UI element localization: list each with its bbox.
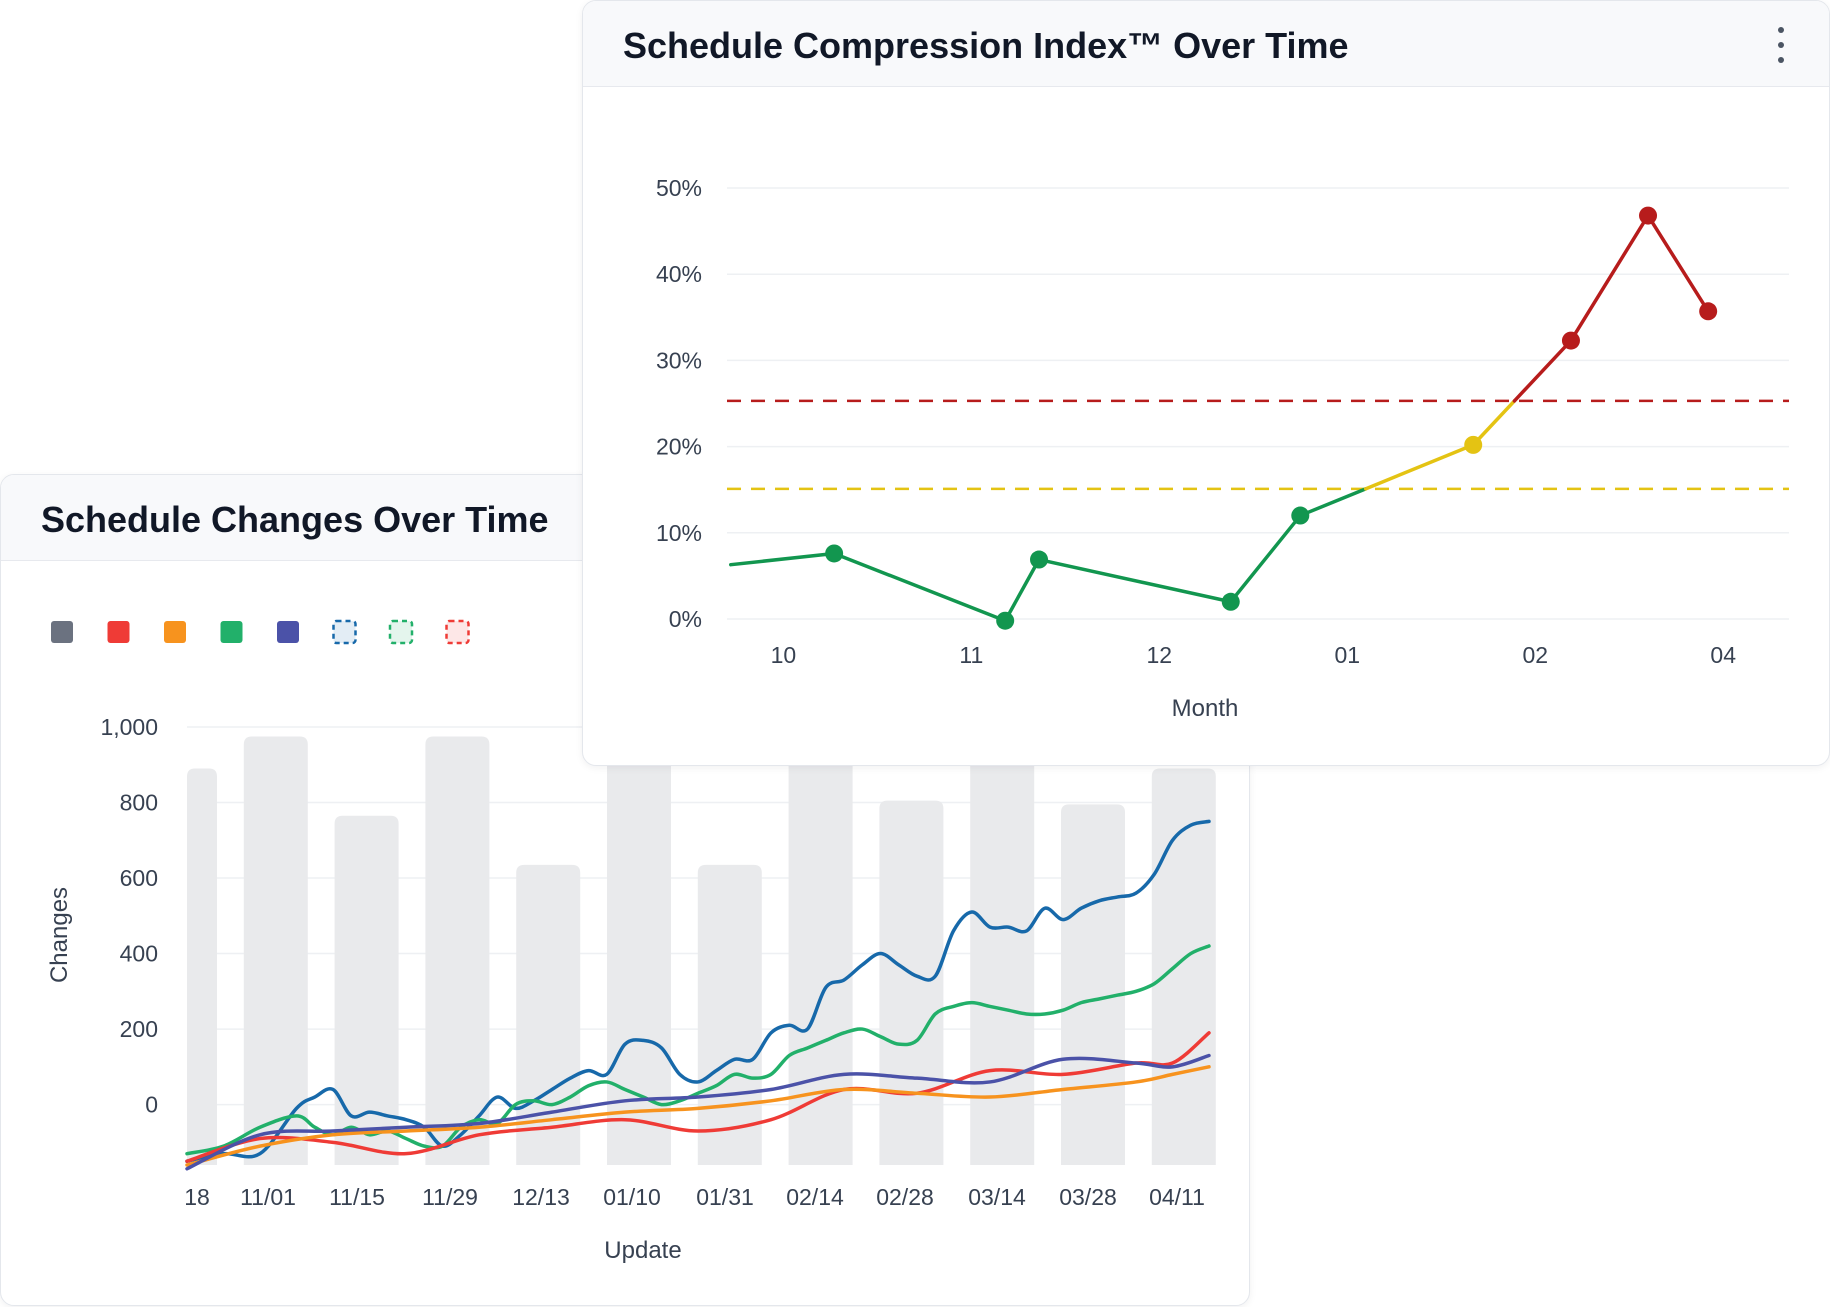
y-tick-label: 200: [120, 1016, 158, 1042]
series-line-segment: [1471, 399, 1517, 447]
x-tick-label: 11/01: [240, 1184, 296, 1210]
x-tick-label: 01: [1334, 642, 1360, 668]
bar: [697, 864, 762, 1165]
y-tick-label: 1,000: [100, 714, 158, 740]
x-tick-label: 02: [1522, 642, 1548, 668]
x-tick-label: 04: [1710, 642, 1736, 668]
data-point: [1030, 550, 1049, 569]
bar: [788, 740, 853, 1165]
schedule-compression-chart: 0% 10% 20% 30% 40% 50% 10 11 12 01 02 04 Month: [656, 175, 1789, 722]
bar: [334, 815, 399, 1165]
legend-swatch: [277, 621, 299, 643]
y-axis-title: Changes: [46, 887, 73, 983]
x-axis-title: Month: [1172, 695, 1239, 722]
legend-swatch: [51, 621, 73, 643]
legend-swatch: [107, 621, 130, 643]
series-line-segment: [1003, 557, 1041, 623]
series-line: [185, 819, 1211, 1163]
x-tick-label: 10: [771, 642, 797, 668]
x-tick-label: 03/14: [968, 1184, 1026, 1210]
schedule-changes-chart: 0 200 400 600 800 1,000 18 11/01 11/15 11/29 12/13…: [46, 619, 1216, 1264]
legend-swatch: [164, 621, 186, 643]
compression-card-header: Schedule Compression Index™ Over Time: [583, 1, 1829, 87]
data-point: [1221, 592, 1240, 611]
x-tick-label: 01/31: [696, 1184, 754, 1210]
legend-swatch: [220, 621, 243, 643]
changes-card-title: Schedule Changes Over Time: [41, 499, 549, 540]
legend: [51, 619, 470, 645]
series-line-segment: [1646, 213, 1710, 314]
bar: [243, 736, 308, 1165]
x-tick-label: 01/10: [603, 1184, 661, 1210]
legend-swatch: [445, 619, 470, 645]
series-line-segment: [729, 551, 836, 567]
bar: [425, 736, 490, 1165]
y-tick-label: 0: [145, 1092, 158, 1118]
y-tick-label: 800: [120, 790, 158, 816]
series-line-segment: [1569, 213, 1650, 343]
x-tick-label: 11/29: [422, 1184, 478, 1210]
y-tick-label: 600: [120, 865, 158, 891]
y-tick-label: 400: [120, 941, 158, 967]
y-tick-label: 10%: [656, 520, 702, 546]
schedule-compression-card: Schedule Compression Index™ Over Time 0%…: [582, 0, 1830, 766]
x-tick-label: 11: [959, 642, 983, 668]
x-tick-label: 12/13: [512, 1184, 570, 1210]
x-tick-label: 03/28: [1059, 1184, 1117, 1210]
x-axis-title: Update: [604, 1237, 681, 1264]
data-point: [1561, 331, 1580, 350]
x-tick-label: 02/28: [876, 1184, 934, 1210]
x-tick-label: 04/11: [1149, 1184, 1205, 1210]
x-tick-label: 12: [1147, 642, 1173, 668]
series-line-segment: [1298, 487, 1368, 518]
y-tick-label: 20%: [656, 434, 702, 460]
bar: [187, 768, 217, 1165]
y-tick-label: 50%: [656, 175, 702, 201]
x-tick-label: 02/14: [786, 1184, 844, 1210]
series-line-segment: [1363, 443, 1475, 491]
bar: [970, 740, 1035, 1165]
bar: [607, 740, 671, 1165]
legend-swatch: [388, 619, 414, 645]
bar: [516, 864, 581, 1165]
series-line: [185, 944, 1211, 1156]
series-line: [185, 1031, 1211, 1163]
data-point: [1291, 506, 1310, 525]
data-point: [996, 611, 1015, 630]
y-tick-label: 0%: [669, 606, 702, 632]
series-line-segment: [832, 551, 1007, 623]
x-tick-label: 18: [184, 1184, 210, 1210]
series-line: [185, 1065, 1211, 1167]
y-tick-label: 30%: [656, 347, 702, 373]
series-line-segment: [1037, 557, 1233, 604]
series-line: [185, 1053, 1211, 1171]
bar: [1061, 804, 1125, 1165]
compression-card-title: Schedule Compression Index™ Over Time: [623, 25, 1349, 66]
menu-dot: [1778, 42, 1784, 48]
bar: [879, 800, 944, 1165]
y-tick-label: 40%: [656, 261, 702, 287]
more-vertical-icon[interactable]: [1771, 27, 1791, 63]
series-line-segment: [1228, 513, 1303, 604]
series-line-segment: [1512, 338, 1573, 403]
data-point: [825, 544, 844, 563]
menu-dot: [1778, 27, 1784, 33]
data-point: [1699, 302, 1718, 321]
legend-swatch: [332, 619, 357, 645]
x-tick-label: 11/15: [329, 1184, 385, 1210]
data-point: [1639, 206, 1658, 225]
data-point: [1464, 435, 1483, 454]
menu-dot: [1778, 57, 1784, 63]
